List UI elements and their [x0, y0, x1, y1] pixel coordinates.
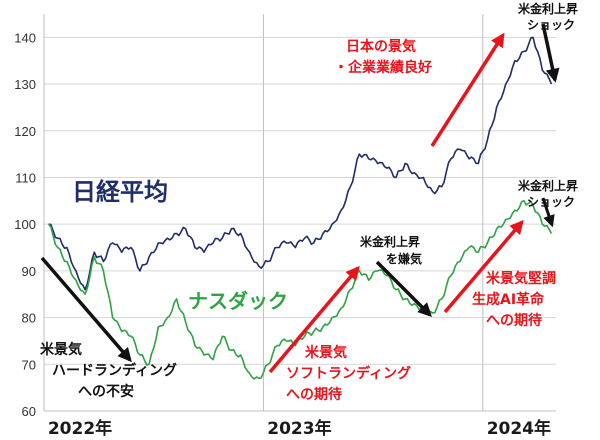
y-axis: 60 70 80 90 100 110 120 130 140 — [14, 30, 36, 419]
annotation-text: 米景気堅調 — [486, 270, 556, 287]
annotation-soft-landing: 米景気 ソフトランディング への期待 — [286, 344, 411, 403]
annotation-nasdaq-top: 米金利上昇 ショック — [518, 178, 578, 209]
annotation-text: 生成AI革命 — [472, 291, 545, 308]
arrow-soft-landing — [268, 265, 360, 374]
arrow-nikkei-top — [541, 23, 560, 83]
y-tick-label: 90 — [22, 264, 36, 279]
y-tick-label: 80 — [22, 311, 36, 326]
x-axis: 2022年 2023年 2024年 — [48, 418, 551, 439]
y-tick-label: 100 — [14, 217, 36, 232]
series-line-nikkei — [48, 36, 553, 291]
annotation-text: ハードランディング — [52, 362, 177, 379]
y-tick-label: 130 — [14, 77, 36, 92]
series-label-nasdaq: ナスダック — [188, 289, 288, 313]
y-tick-label: 70 — [22, 357, 36, 372]
annotation-text: への期待 — [286, 386, 342, 403]
annotation-text: 米金利上昇 — [518, 1, 578, 16]
annotation-text: 米景気 — [40, 341, 82, 358]
annotation-text: ソフトランディング — [286, 365, 411, 382]
annotation-text: 米金利上昇 — [360, 234, 420, 249]
x-tick-label: 2024年 — [487, 418, 551, 439]
annotation-ai-revolution: 米景気堅調 生成AI革命 への期待 — [472, 270, 556, 329]
annotation-text: 米金利上昇 — [518, 178, 578, 193]
y-tick-label: 110 — [15, 170, 36, 185]
x-tick-label: 2023年 — [267, 418, 331, 439]
annotation-nikkei-rally: 日本の景気 ・企業業績良好 — [334, 38, 432, 76]
x-tick-label: 2022年 — [48, 418, 112, 439]
y-tick-label: 140 — [14, 30, 36, 45]
annotation-text: 米景気 — [305, 344, 347, 361]
arrow-nikkei-rally — [430, 32, 505, 147]
arrow-hard-landing — [40, 256, 132, 363]
series-label-nikkei: 日経平均 — [72, 178, 168, 206]
annotation-text: を嫌気 — [386, 251, 422, 266]
arrow-nasdaq-top — [541, 197, 555, 228]
annotation-nikkei-top: 米金利上昇 ショック — [518, 1, 578, 32]
annotation-text: 日本の景気 — [346, 38, 416, 55]
annotation-mid-dip: 米金利上昇 を嫌気 — [360, 234, 422, 266]
y-tick-label: 120 — [14, 124, 36, 139]
annotation-text: への不安 — [78, 383, 134, 400]
arrow-ai-revolution — [443, 219, 524, 314]
annotation-text: ・企業業績良好 — [334, 59, 432, 76]
annotation-hard-landing: 米景気 ハードランディング への不安 — [40, 341, 177, 400]
y-tick-label: 60 — [22, 404, 36, 419]
annotation-text: ショック — [527, 195, 575, 209]
annotation-text: ショック — [527, 18, 575, 32]
grid — [43, 14, 556, 412]
annotation-text: への期待 — [486, 312, 542, 329]
arrow-mid-dip — [375, 260, 432, 317]
